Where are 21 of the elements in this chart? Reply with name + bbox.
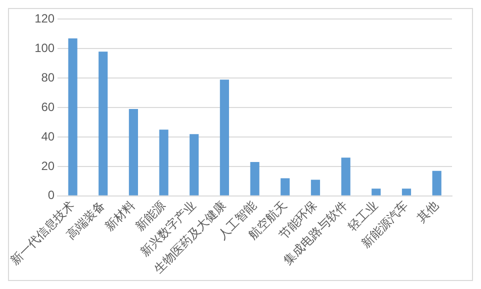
x-tick-label: 其他	[414, 198, 442, 226]
bar	[402, 188, 412, 196]
bar	[372, 188, 381, 196]
y-tick-label: 80	[41, 70, 55, 84]
bar	[220, 80, 230, 196]
bar	[128, 109, 138, 196]
bar	[310, 180, 320, 196]
bar	[250, 162, 260, 196]
bar	[159, 130, 168, 196]
bar	[68, 38, 78, 196]
bar	[432, 170, 442, 196]
y-tick-label: 0	[48, 188, 55, 202]
bar	[190, 134, 199, 196]
y-tick-label: 100	[34, 40, 55, 55]
y-tick-label: 60	[41, 100, 55, 114]
y-tick-label: 40	[41, 129, 55, 144]
y-tick-label: 120	[34, 12, 55, 26]
y-tick-label: 20	[41, 158, 55, 173]
bar	[98, 52, 108, 196]
bar	[280, 178, 290, 196]
bar	[341, 158, 350, 196]
